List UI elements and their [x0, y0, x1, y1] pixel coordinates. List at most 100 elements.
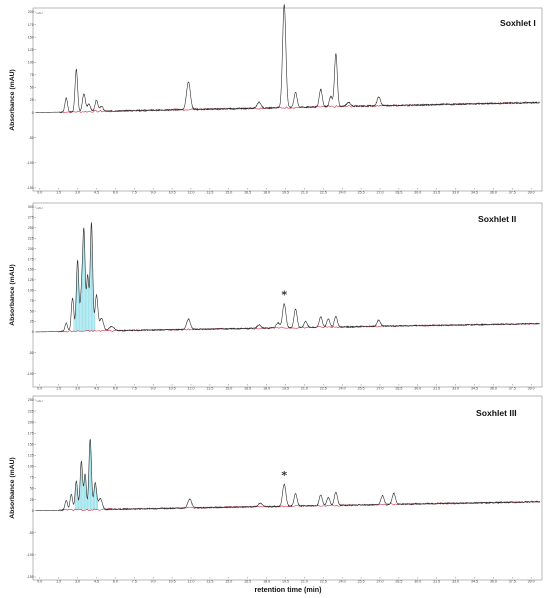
y-tick-label: 75 — [30, 299, 34, 303]
x-tick-label: 30.0 — [414, 191, 421, 195]
x-tick-label: 1.5 — [56, 387, 61, 391]
x-tick-label: 12.0 — [187, 191, 194, 195]
x-tick-label: 9.0 — [151, 191, 156, 195]
x-tick-label: 24.0 — [339, 191, 346, 195]
x-tick-label: 7.5 — [132, 387, 137, 391]
x-tick-label: 16.5 — [244, 191, 251, 195]
y-tick-label: 225 — [28, 409, 34, 413]
y-tick-label: 200 — [28, 247, 34, 251]
corner-label: mAU — [36, 11, 43, 15]
y-tick-label: -100 — [27, 372, 34, 376]
y-tick-label: -150 — [27, 575, 34, 579]
corner-label: mAU — [36, 206, 43, 210]
signal-trace — [35, 439, 541, 512]
x-tick-label: 0.0 — [37, 387, 42, 391]
x-tick-label: 13.5 — [206, 191, 213, 195]
x-tick-label: 18.0 — [263, 387, 270, 391]
y-tick-label: 50 — [30, 86, 34, 90]
y-axis-label: Absorbance (mAU) — [9, 457, 16, 519]
x-tick-label: 37.5 — [509, 387, 516, 391]
x-tick-label: 28.5 — [395, 387, 402, 391]
y-tick-label: 0 — [32, 509, 34, 513]
trace-layer: * — [36, 0, 540, 114]
x-tick-label: 31.5 — [433, 191, 440, 195]
x-tick-label: 13.5 — [206, 387, 213, 391]
y-tick-label: 300 — [28, 205, 34, 209]
y-tick-label: 150 — [28, 35, 34, 39]
x-tick-label: 7.5 — [132, 580, 137, 584]
x-tick-label: 19.5 — [282, 191, 289, 195]
panel-soxhlet-1: mAU Soxhlet I Absorbance (mAU) -150-100-… — [9, 0, 543, 195]
x-tick-label: 33.0 — [452, 387, 459, 391]
x-tick-label: 0.0 — [37, 191, 42, 195]
panel-frame — [32, 395, 543, 581]
x-tick-label: 24.0 — [339, 387, 346, 391]
x-tick-label: 15.0 — [225, 387, 232, 391]
tick-layer: -150 -100 -50 0 25 50 75 100 125 150 175 200 225 250 0… — [27, 398, 535, 583]
x-tick-label: 16.5 — [244, 387, 251, 391]
x-tick-label: 28.5 — [395, 580, 402, 584]
x-tick-label: 1.5 — [56, 580, 61, 584]
x-tick-label: 21.0 — [301, 191, 308, 195]
x-tick-label: 13.5 — [206, 580, 213, 584]
y-tick-label: 250 — [28, 398, 34, 402]
x-axis-label: retention time (min) — [254, 585, 322, 594]
x-tick-label: 9.0 — [151, 387, 156, 391]
x-tick-label: 33.0 — [452, 580, 459, 584]
x-tick-label: 6.0 — [113, 580, 118, 584]
x-tick-label: 4.5 — [94, 191, 99, 195]
x-tick-label: 36.0 — [490, 191, 497, 195]
x-tick-label: 16.5 — [244, 580, 251, 584]
corner-label: mAU — [36, 399, 43, 403]
x-tick-label: 39.0 — [528, 580, 535, 584]
x-tick-label: 1.5 — [56, 191, 61, 195]
y-tick-label: 250 — [28, 226, 34, 230]
y-tick-label: 100 — [28, 465, 34, 469]
x-tick-label: 25.5 — [358, 580, 365, 584]
y-tick-label: 75 — [30, 73, 34, 77]
y-tick-label: 0 — [32, 330, 34, 334]
y-tick-label: -50 — [29, 531, 34, 535]
x-tick-label: 34.5 — [471, 580, 478, 584]
y-tick-label: 150 — [28, 442, 34, 446]
x-tick-label: 36.0 — [490, 580, 497, 584]
x-tick-label: 15.0 — [225, 580, 232, 584]
x-tick-label: 27.0 — [376, 387, 383, 391]
x-tick-label: 7.5 — [132, 191, 137, 195]
panel-soxhlet-2: mAU Soxhlet II Absorbance (mAU) -100 -50 0… — [9, 202, 543, 391]
y-tick-label: 50 — [30, 309, 34, 313]
x-tick-label: 10.5 — [169, 387, 176, 391]
y-axis-label: Absorbance (mAU) — [9, 69, 16, 131]
x-tick-label: 9.0 — [151, 580, 156, 584]
x-tick-label: 4.5 — [94, 580, 99, 584]
x-tick-label: 18.0 — [263, 580, 270, 584]
x-tick-label: 21.0 — [301, 580, 308, 584]
y-tick-label: -100 — [27, 161, 34, 165]
x-tick-label: 15.0 — [225, 191, 232, 195]
x-tick-label: 27.0 — [376, 580, 383, 584]
x-tick-label: 3.0 — [75, 191, 80, 195]
x-tick-label: 39.0 — [528, 387, 535, 391]
trace-layer: * — [35, 438, 541, 512]
x-tick-label: 3.0 — [75, 387, 80, 391]
x-tick-label: 34.5 — [471, 387, 478, 391]
y-tick-label: 75 — [30, 476, 34, 480]
x-tick-label: 36.0 — [490, 387, 497, 391]
x-tick-label: 31.5 — [433, 387, 440, 391]
panel-title: Soxhlet III — [476, 408, 517, 418]
x-tick-label: 34.5 — [471, 191, 478, 195]
signal-trace — [36, 222, 540, 333]
x-tick-label: 18.0 — [263, 191, 270, 195]
x-tick-label: 30.0 — [414, 580, 421, 584]
y-tick-label: 0 — [32, 111, 34, 115]
x-tick-label: 28.5 — [395, 191, 402, 195]
x-tick-label: 10.5 — [169, 191, 176, 195]
x-tick-label: 6.0 — [113, 387, 118, 391]
x-tick-label: 37.5 — [509, 191, 516, 195]
y-tick-label: 125 — [28, 48, 34, 52]
x-tick-label: 39.0 — [528, 191, 535, 195]
x-tick-label: 12.0 — [187, 387, 194, 391]
x-tick-label: 12.0 — [187, 580, 194, 584]
x-tick-label: 22.5 — [320, 387, 327, 391]
y-tick-label: 100 — [28, 60, 34, 64]
